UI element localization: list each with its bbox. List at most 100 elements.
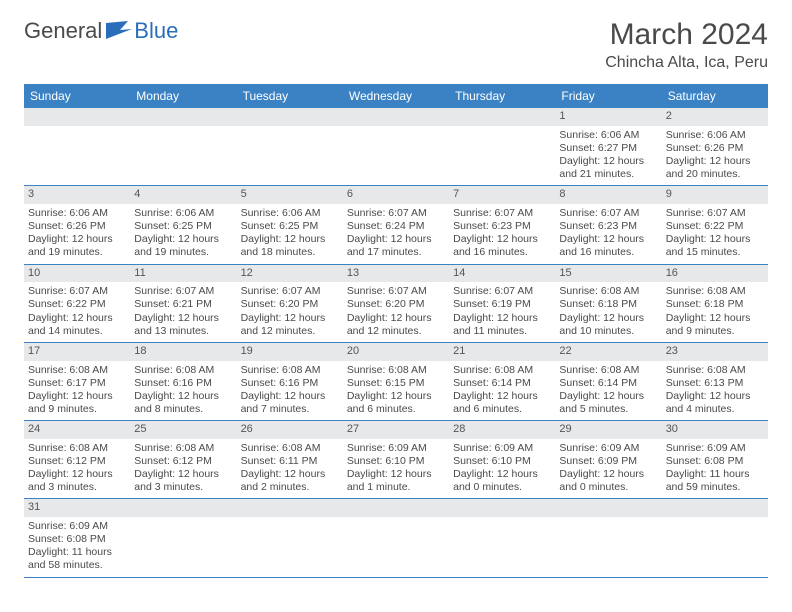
day-number: [343, 108, 449, 126]
day-number: [662, 499, 768, 517]
daylight-text-cont: and 9 minutes.: [28, 403, 126, 416]
daylight-text: Daylight: 12 hours: [241, 312, 339, 325]
calendar-cell: 21Sunrise: 6:08 AMSunset: 6:14 PMDayligh…: [449, 342, 555, 420]
daylight-text-cont: and 20 minutes.: [666, 168, 764, 181]
sunset-text: Sunset: 6:15 PM: [347, 377, 445, 390]
sunrise-text: Sunrise: 6:08 AM: [666, 285, 764, 298]
sunset-text: Sunset: 6:12 PM: [134, 455, 232, 468]
daylight-text-cont: and 9 minutes.: [666, 325, 764, 338]
daylight-text-cont: and 13 minutes.: [134, 325, 232, 338]
sunset-text: Sunset: 6:10 PM: [453, 455, 551, 468]
sunrise-text: Sunrise: 6:07 AM: [453, 207, 551, 220]
daylight-text: Daylight: 12 hours: [347, 312, 445, 325]
sunset-text: Sunset: 6:16 PM: [134, 377, 232, 390]
daylight-text: Daylight: 12 hours: [453, 233, 551, 246]
sunset-text: Sunset: 6:26 PM: [666, 142, 764, 155]
calendar-cell: 23Sunrise: 6:08 AMSunset: 6:13 PMDayligh…: [662, 342, 768, 420]
day-number: 23: [662, 343, 768, 361]
calendar-week: 1Sunrise: 6:06 AMSunset: 6:27 PMDaylight…: [24, 108, 768, 186]
brand-logo: General Blue: [24, 18, 178, 44]
daylight-text-cont: and 15 minutes.: [666, 246, 764, 259]
sunrise-text: Sunrise: 6:07 AM: [666, 207, 764, 220]
calendar-cell: 19Sunrise: 6:08 AMSunset: 6:16 PMDayligh…: [237, 342, 343, 420]
sunset-text: Sunset: 6:08 PM: [28, 533, 126, 546]
sunrise-text: Sunrise: 6:06 AM: [241, 207, 339, 220]
daylight-text-cont: and 3 minutes.: [28, 481, 126, 494]
calendar-cell: 14Sunrise: 6:07 AMSunset: 6:19 PMDayligh…: [449, 264, 555, 342]
day-number: 6: [343, 186, 449, 204]
location-subtitle: Chincha Alta, Ica, Peru: [605, 54, 768, 72]
daylight-text: Daylight: 12 hours: [28, 468, 126, 481]
calendar-cell: 27Sunrise: 6:09 AMSunset: 6:10 PMDayligh…: [343, 421, 449, 499]
dow-header: Thursday: [449, 84, 555, 108]
day-number: 19: [237, 343, 343, 361]
calendar-cell: [130, 108, 236, 186]
daylight-text-cont: and 21 minutes.: [559, 168, 657, 181]
day-number: [237, 108, 343, 126]
sunrise-text: Sunrise: 6:08 AM: [241, 442, 339, 455]
sunrise-text: Sunrise: 6:07 AM: [559, 207, 657, 220]
sunset-text: Sunset: 6:18 PM: [666, 298, 764, 311]
calendar-cell: [449, 108, 555, 186]
calendar-week: 31Sunrise: 6:09 AMSunset: 6:08 PMDayligh…: [24, 499, 768, 577]
sunrise-text: Sunrise: 6:09 AM: [666, 442, 764, 455]
daylight-text-cont: and 2 minutes.: [241, 481, 339, 494]
day-number: 2: [662, 108, 768, 126]
calendar-cell: 5Sunrise: 6:06 AMSunset: 6:25 PMDaylight…: [237, 186, 343, 264]
day-number: 12: [237, 265, 343, 283]
dow-header: Sunday: [24, 84, 130, 108]
day-number: 14: [449, 265, 555, 283]
daylight-text-cont: and 4 minutes.: [666, 403, 764, 416]
sunrise-text: Sunrise: 6:08 AM: [28, 442, 126, 455]
day-number: 30: [662, 421, 768, 439]
daylight-text: Daylight: 12 hours: [134, 312, 232, 325]
day-number: [449, 108, 555, 126]
daylight-text: Daylight: 12 hours: [347, 233, 445, 246]
calendar-cell: 25Sunrise: 6:08 AMSunset: 6:12 PMDayligh…: [130, 421, 236, 499]
daylight-text-cont: and 19 minutes.: [134, 246, 232, 259]
daylight-text-cont: and 12 minutes.: [347, 325, 445, 338]
sunrise-text: Sunrise: 6:08 AM: [134, 364, 232, 377]
calendar-week: 24Sunrise: 6:08 AMSunset: 6:12 PMDayligh…: [24, 421, 768, 499]
day-number: [130, 499, 236, 517]
sunrise-text: Sunrise: 6:09 AM: [559, 442, 657, 455]
sunrise-text: Sunrise: 6:06 AM: [28, 207, 126, 220]
calendar-cell: 22Sunrise: 6:08 AMSunset: 6:14 PMDayligh…: [555, 342, 661, 420]
day-number: 21: [449, 343, 555, 361]
daylight-text: Daylight: 12 hours: [559, 468, 657, 481]
daylight-text: Daylight: 12 hours: [453, 312, 551, 325]
daylight-text: Daylight: 12 hours: [134, 233, 232, 246]
sunrise-text: Sunrise: 6:08 AM: [241, 364, 339, 377]
dow-header: Tuesday: [237, 84, 343, 108]
sunset-text: Sunset: 6:12 PM: [28, 455, 126, 468]
daylight-text-cont: and 8 minutes.: [134, 403, 232, 416]
daylight-text-cont: and 58 minutes.: [28, 559, 126, 572]
daylight-text: Daylight: 12 hours: [28, 312, 126, 325]
sunset-text: Sunset: 6:25 PM: [134, 220, 232, 233]
day-number: 1: [555, 108, 661, 126]
daylight-text-cont: and 12 minutes.: [241, 325, 339, 338]
logo-text-blue: Blue: [134, 18, 178, 44]
daylight-text: Daylight: 12 hours: [666, 390, 764, 403]
calendar-cell: [662, 499, 768, 577]
day-number: 24: [24, 421, 130, 439]
daylight-text-cont: and 16 minutes.: [453, 246, 551, 259]
sunset-text: Sunset: 6:23 PM: [559, 220, 657, 233]
daylight-text: Daylight: 12 hours: [666, 233, 764, 246]
calendar-cell: [343, 499, 449, 577]
sunset-text: Sunset: 6:16 PM: [241, 377, 339, 390]
day-number: [449, 499, 555, 517]
calendar-cell: 13Sunrise: 6:07 AMSunset: 6:20 PMDayligh…: [343, 264, 449, 342]
calendar-week: 10Sunrise: 6:07 AMSunset: 6:22 PMDayligh…: [24, 264, 768, 342]
day-number: 5: [237, 186, 343, 204]
day-number: [343, 499, 449, 517]
calendar-cell: 8Sunrise: 6:07 AMSunset: 6:23 PMDaylight…: [555, 186, 661, 264]
daylight-text: Daylight: 11 hours: [666, 468, 764, 481]
daylight-text: Daylight: 11 hours: [28, 546, 126, 559]
day-number: 29: [555, 421, 661, 439]
calendar-cell: 16Sunrise: 6:08 AMSunset: 6:18 PMDayligh…: [662, 264, 768, 342]
dow-header: Friday: [555, 84, 661, 108]
daylight-text: Daylight: 12 hours: [241, 468, 339, 481]
calendar-table: Sunday Monday Tuesday Wednesday Thursday…: [24, 84, 768, 578]
sunset-text: Sunset: 6:08 PM: [666, 455, 764, 468]
